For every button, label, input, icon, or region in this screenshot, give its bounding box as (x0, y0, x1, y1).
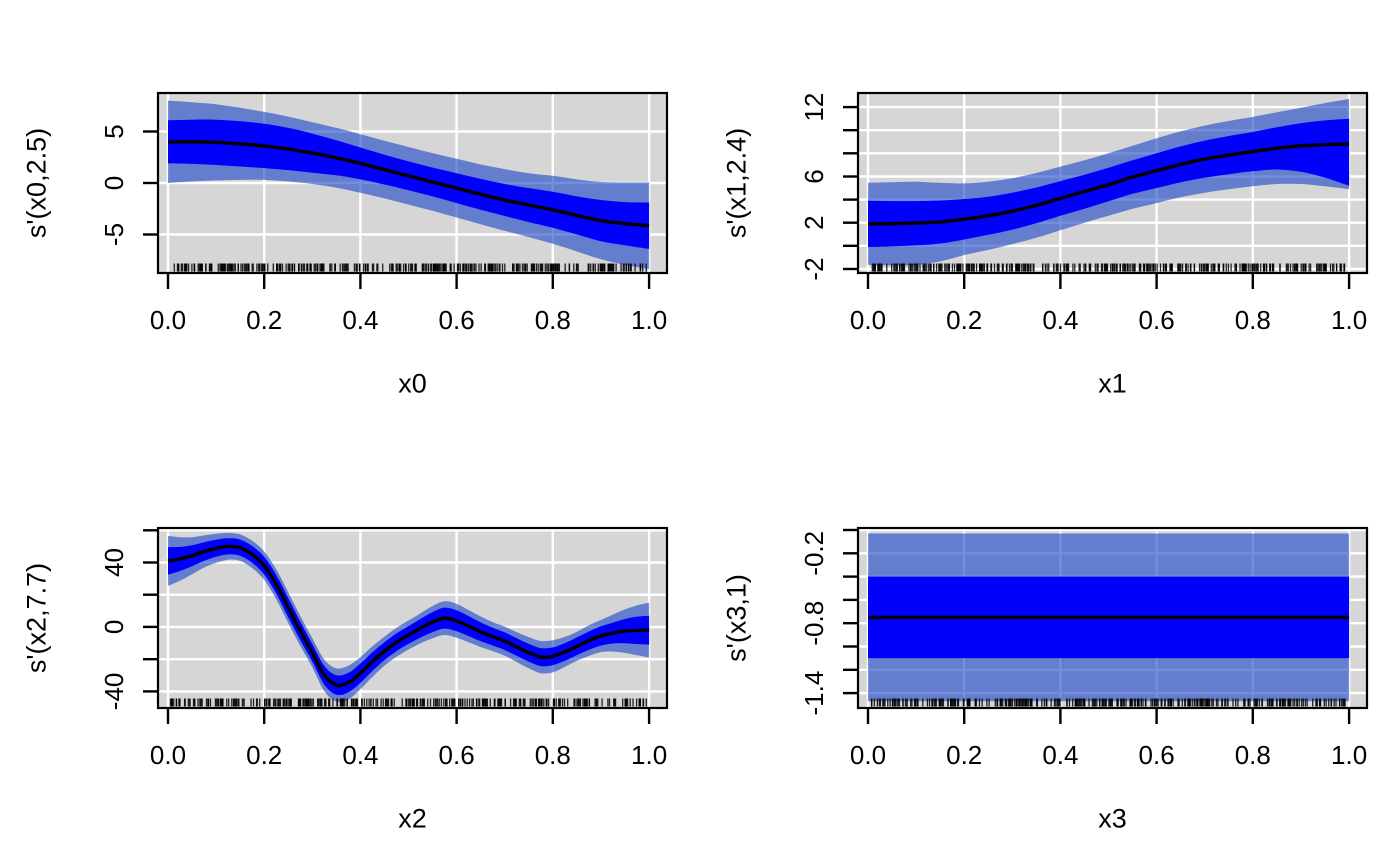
x-tick-label: 0.8 (1235, 305, 1271, 335)
x-tick-label: 0.2 (246, 740, 282, 770)
x-tick-label: 0.8 (535, 305, 571, 335)
rug (169, 698, 647, 707)
y-tick-label: -0.8 (799, 601, 829, 646)
x-axis-title: x1 (1098, 368, 1127, 398)
x-tick-label: 0.6 (439, 305, 475, 335)
axis-ticks (143, 130, 651, 289)
rug (871, 698, 1346, 707)
y-tick-label: 2 (799, 215, 829, 229)
y-tick-label: 0 (99, 620, 129, 634)
x-tick-label: 0.0 (850, 305, 886, 335)
plot-border (156, 91, 669, 275)
panel-x0: 0.0 0.2 0.4 0.6 0.8 1.0 5 0 -5 x0 s'(x0,2.5) (0, 0, 700, 433)
y-axis-title: s'(x3,1) (721, 574, 751, 662)
rug (871, 263, 1346, 272)
data-layer (167, 100, 650, 272)
y-tick-label: -1.4 (799, 671, 829, 716)
y-tick-label: -2 (799, 257, 829, 280)
x-tick-label: 0.8 (1235, 740, 1271, 770)
x-tick-label: 0.6 (1139, 740, 1175, 770)
plot-border (156, 526, 669, 710)
x-tick-label: 0.0 (150, 305, 186, 335)
axis-ticks (843, 528, 1351, 724)
data-layer (868, 533, 1350, 707)
y-tick-label: 40 (99, 548, 129, 577)
x-tick-label: 1.0 (631, 305, 667, 335)
plot-x2-svg: 0.0 0.2 0.4 0.6 0.8 1.0 40 0 -40 x2 s'(x2,7.7) (21, 526, 669, 833)
data-layer (867, 99, 1350, 272)
x-tick-label: 1.0 (631, 740, 667, 770)
x-tick-label: 0.6 (439, 740, 475, 770)
y-axis-title: s'(x2,7.7) (21, 563, 51, 673)
x-tick-label: 0.2 (246, 305, 282, 335)
y-tick-label: -0.2 (799, 531, 829, 576)
plot-x1-svg: 0.0 0.2 0.4 0.6 0.8 1.0 12 6 2 -2 x1 s'(x1,2.4) (721, 91, 1369, 398)
x-tick-label: 0.4 (342, 305, 378, 335)
plot-border (856, 91, 1369, 275)
panel-x1: 0.0 0.2 0.4 0.6 0.8 1.0 12 6 2 -2 x1 s'(x1,2.4) (700, 0, 1400, 433)
y-axis-title: s'(x1,2.4) (721, 128, 751, 238)
x-tick-label: 1.0 (1331, 740, 1367, 770)
panel-x2: 0.0 0.2 0.4 0.6 0.8 1.0 40 0 -40 x2 s'(x2,7.7) (0, 433, 700, 866)
plot-border (856, 526, 1369, 710)
inner-confidence-band (168, 538, 650, 696)
rug (173, 263, 647, 272)
y-tick-label: -5 (99, 223, 129, 246)
y-axis-title: s'(x0,2.5) (21, 128, 51, 238)
x-tick-label: 0.6 (1139, 305, 1175, 335)
y-tick-label: 5 (99, 124, 129, 138)
panel-x3: 0.0 0.2 0.4 0.6 0.8 1.0 -0.2 -0.8 -1.4 x3 s'(x3,1) (700, 433, 1400, 866)
inner-confidence-band (168, 119, 650, 249)
x-tick-label: 0.2 (946, 305, 982, 335)
y-tick-label: 12 (799, 93, 829, 122)
x-tick-label: 0.0 (150, 740, 186, 770)
fit-line (867, 142, 1350, 226)
x-tick-label: 0.2 (946, 740, 982, 770)
x-tick-label: 0.4 (1042, 305, 1078, 335)
fit-line (167, 544, 650, 688)
x-tick-label: 1.0 (1331, 305, 1367, 335)
x-axis-title: x0 (398, 368, 427, 398)
axis-ticks (843, 105, 1351, 289)
plot-x0-svg: 0.0 0.2 0.4 0.6 0.8 1.0 5 0 -5 x0 s'(x0,2.5) (21, 91, 669, 398)
y-tick-label: 0 (99, 176, 129, 190)
x-tick-label: 0.4 (1042, 740, 1078, 770)
plot-x3-svg: 0.0 0.2 0.4 0.6 0.8 1.0 -0.2 -0.8 -1.4 x3 s'(x3,1) (721, 526, 1369, 833)
y-tick-label: -40 (99, 673, 129, 711)
x-axis-title: x2 (398, 803, 427, 833)
y-tick-label: 6 (799, 169, 829, 183)
x-tick-label: 0.4 (342, 740, 378, 770)
x-tick-label: 0.8 (535, 740, 571, 770)
x-axis-title: x3 (1098, 803, 1127, 833)
data-layer (167, 532, 650, 707)
axis-ticks (143, 529, 651, 724)
x-tick-label: 0.0 (850, 740, 886, 770)
fit-line (167, 140, 650, 228)
